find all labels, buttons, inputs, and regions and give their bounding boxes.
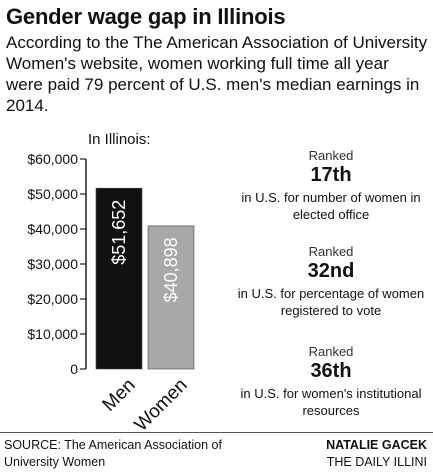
ranking-heading: Ranked — [308, 344, 354, 359]
bar-chart: 0 $10,000 $20,000 $30,000 $40,000 $50,000 $60,… — [27, 151, 195, 432]
y-tick-label: $40,000 — [27, 221, 78, 237]
bar-value-label: $51,652 — [109, 200, 129, 265]
ranking-description: in U.S. for number of women in elected o… — [241, 190, 421, 222]
ranking-item: Ranked 32nd in U.S. for percentage of wo… — [232, 244, 430, 319]
ranking-value: 32nd — [307, 260, 355, 282]
ranking-heading: Ranked — [308, 148, 354, 163]
chart-subtitle: According to the The American Associatio… — [6, 33, 428, 115]
x-category-label: Men — [99, 375, 140, 416]
y-tick-label: 0 — [70, 361, 78, 377]
y-tick-label: $50,000 — [27, 186, 78, 202]
chart-region-label: In Illinois: — [88, 131, 151, 148]
publication-name: THE DAILY ILLINI — [326, 455, 427, 469]
bar — [147, 225, 195, 370]
y-tick-label: $30,000 — [27, 256, 78, 272]
byline: NATALIE GACEK — [326, 438, 427, 452]
y-tick-label: $20,000 — [27, 291, 78, 307]
source-note: SOURCE: The American Association of Univ… — [4, 438, 222, 469]
ranking-item: Ranked 36th in U.S. for women's institut… — [232, 344, 430, 419]
chart-title: Gender wage gap in Illinois — [6, 4, 286, 29]
x-category-label: Women — [131, 375, 192, 432]
footer-divider — [0, 432, 433, 433]
ranking-value: 36th — [310, 360, 352, 382]
ranking-value: 17th — [310, 164, 352, 186]
y-tick-label: $10,000 — [27, 326, 78, 342]
y-tick-label: $60,000 — [27, 151, 78, 167]
ranking-description: in U.S. for women's institutional resour… — [240, 386, 422, 418]
credit: NATALIE GACEK THE DAILY ILLINI — [326, 437, 427, 471]
bar-value-label: $40,898 — [161, 237, 181, 302]
bar — [95, 187, 143, 370]
ranking-item: Ranked 17th in U.S. for number of women … — [232, 148, 430, 223]
ranking-heading: Ranked — [308, 244, 354, 259]
ranking-description: in U.S. for percentage of women register… — [237, 286, 425, 318]
